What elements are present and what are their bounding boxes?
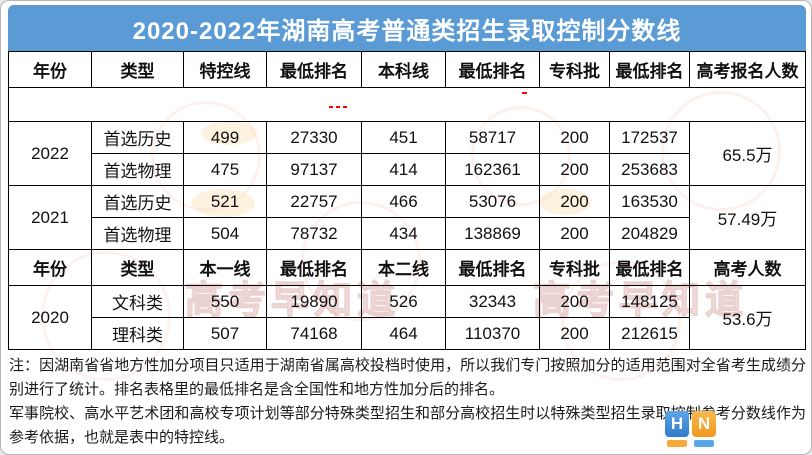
col-header: 最低排名 bbox=[266, 51, 362, 88]
value-cell: 212615 bbox=[609, 317, 690, 350]
table-row: 2020 文科类 550 19890 526 32343 200 148125 … bbox=[8, 285, 806, 350]
value-cell: 451 bbox=[361, 121, 446, 154]
value-cell: 521 bbox=[183, 185, 267, 218]
table-row: 2021 首选历史 521 22757 466 53076 200 163530… bbox=[8, 185, 806, 250]
total-cell: 65.5万 bbox=[689, 121, 806, 186]
table-row: 2022 首选历史 499 27330 451 58717 200 172537… bbox=[8, 121, 806, 186]
blank-merged-cell bbox=[8, 87, 806, 122]
value-cell: 58717 bbox=[445, 121, 540, 154]
score-table: 年份 类型 特控线 最低排名 本科线 最低排名 专科批 最低排名 高考报名人数 … bbox=[8, 51, 806, 350]
value-cell: 200 bbox=[539, 121, 610, 154]
col-header: 最低排名 bbox=[445, 249, 540, 286]
footnote-line: 军事院校、高水平艺术团和高校专项计划等部分特殊类型招生和部分高校招生时以特殊类型… bbox=[9, 405, 806, 446]
value-cell: 414 bbox=[361, 153, 446, 186]
value-cell: 200 bbox=[539, 153, 610, 186]
col-header: 最低排名 bbox=[266, 249, 362, 286]
value-cell: 162361 bbox=[445, 153, 540, 186]
col-header: 高考报名人数 bbox=[689, 51, 806, 88]
value-cell: 27330 bbox=[266, 121, 362, 154]
type-cell: 文科类 bbox=[91, 285, 184, 318]
value-cell: 550 bbox=[183, 285, 267, 318]
table-row: 首选物理 504 78732 434 138869 200 204829 bbox=[9, 217, 806, 250]
value-cell: 434 bbox=[361, 217, 446, 250]
col-header: 最低排名 bbox=[609, 51, 690, 88]
value-cell: 504 bbox=[183, 217, 267, 250]
red-artifact bbox=[343, 106, 347, 108]
type-cell: 首选历史 bbox=[91, 121, 184, 154]
header-row-mid: 年份 类型 本一线 最低排名 本二线 最低排名 专科批 最低排名 高考人数 bbox=[8, 249, 806, 286]
type-cell: 首选物理 bbox=[91, 217, 184, 250]
table-row: 理科类 507 74168 464 110370 200 212615 bbox=[9, 317, 806, 350]
hn-logo: H N bbox=[665, 411, 719, 451]
page-title: 2020-2022年湖南高考普通类招生录取控制分数线 bbox=[132, 17, 682, 45]
col-header: 专科批 bbox=[539, 51, 610, 88]
col-header: 类型 bbox=[91, 51, 184, 88]
col-header: 高考人数 bbox=[689, 249, 806, 286]
value-cell: 526 bbox=[361, 285, 446, 318]
value-cell: 148125 bbox=[609, 285, 690, 318]
col-header: 最低排名 bbox=[609, 249, 690, 286]
col-header: 本科线 bbox=[361, 51, 446, 88]
col-header: 最低排名 bbox=[445, 51, 540, 88]
total-cell: 53.6万 bbox=[689, 285, 806, 350]
value-cell: 200 bbox=[539, 317, 610, 350]
logo-bar-orange bbox=[667, 440, 687, 447]
type-cell: 理科类 bbox=[91, 317, 184, 350]
value-cell: 200 bbox=[539, 285, 610, 318]
value-cell: 200 bbox=[539, 217, 610, 250]
value-cell: 32343 bbox=[445, 285, 540, 318]
total-cell: 57.49万 bbox=[689, 185, 806, 250]
value-cell: 475 bbox=[183, 153, 267, 186]
value-cell: 499 bbox=[183, 121, 267, 154]
footnotes: 注：因湖南省省地方性加分项目只适用于湖南省属高校投档时使用，所以我们专门按照加分… bbox=[9, 354, 806, 450]
year-cell: 2020 bbox=[8, 285, 92, 350]
header-row-top: 年份 类型 特控线 最低排名 本科线 最低排名 专科批 最低排名 高考报名人数 bbox=[8, 51, 806, 88]
value-cell: 253683 bbox=[609, 153, 690, 186]
red-artifact bbox=[522, 92, 527, 94]
value-cell: 138869 bbox=[445, 217, 540, 250]
value-cell: 97137 bbox=[266, 153, 362, 186]
value-cell: 19890 bbox=[266, 285, 362, 318]
value-cell: 74168 bbox=[266, 317, 362, 350]
col-header: 年份 bbox=[8, 249, 92, 286]
col-header: 专科批 bbox=[539, 249, 610, 286]
value-cell: 163530 bbox=[609, 185, 690, 218]
value-cell: 466 bbox=[361, 185, 446, 218]
value-cell: 200 bbox=[539, 185, 610, 218]
type-cell: 首选物理 bbox=[91, 153, 184, 186]
value-cell: 78732 bbox=[266, 217, 362, 250]
year-cell: 2021 bbox=[8, 185, 92, 250]
type-cell: 首选历史 bbox=[91, 185, 184, 218]
blank-row bbox=[8, 87, 806, 122]
col-header: 本二线 bbox=[361, 249, 446, 286]
logo-bar-blue bbox=[694, 440, 714, 447]
value-cell: 53076 bbox=[445, 185, 540, 218]
col-header: 类型 bbox=[91, 249, 184, 286]
value-cell: 110370 bbox=[445, 317, 540, 350]
table-row: 首选物理 475 97137 414 162361 200 253683 bbox=[9, 153, 806, 186]
red-artifact bbox=[329, 106, 333, 108]
year-cell: 2022 bbox=[8, 121, 92, 186]
red-artifact bbox=[336, 106, 340, 108]
footnote-line: 注：因湖南省省地方性加分项目只适用于湖南省属高校投档时使用，所以我们专门按照加分… bbox=[9, 357, 806, 398]
value-cell: 507 bbox=[183, 317, 267, 350]
value-cell: 172537 bbox=[609, 121, 690, 154]
col-header: 本一线 bbox=[183, 249, 267, 286]
logo-letter-n: N bbox=[692, 411, 716, 437]
value-cell: 464 bbox=[361, 317, 446, 350]
logo-letter-h: H bbox=[665, 411, 689, 437]
title-bar: 2020-2022年湖南高考普通类招生录取控制分数线 bbox=[8, 5, 806, 51]
col-header: 特控线 bbox=[183, 51, 267, 88]
value-cell: 22757 bbox=[266, 185, 362, 218]
value-cell: 204829 bbox=[609, 217, 690, 250]
col-header: 年份 bbox=[8, 51, 92, 88]
